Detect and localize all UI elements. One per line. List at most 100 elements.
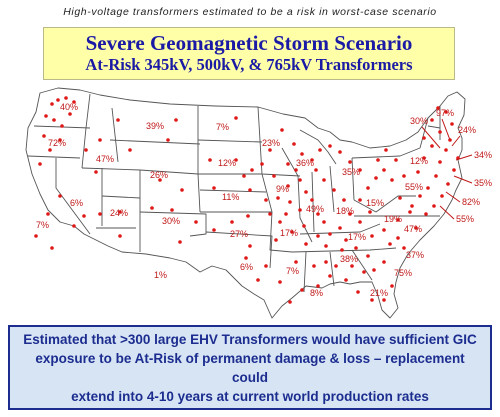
transformer-dot bbox=[300, 152, 304, 156]
transformer-dot bbox=[334, 264, 338, 268]
transformer-dot bbox=[422, 136, 426, 140]
label-co: 30% bbox=[162, 216, 180, 226]
label-ok: 6% bbox=[240, 262, 253, 272]
transformer-dot bbox=[286, 184, 290, 188]
transformer-dot bbox=[316, 284, 320, 288]
transformer-dot bbox=[46, 212, 50, 216]
transformer-dot bbox=[426, 186, 430, 190]
transformer-dot bbox=[328, 232, 332, 236]
id-border bbox=[81, 93, 91, 169]
transformer-dot bbox=[276, 196, 280, 200]
label-wi: 36% bbox=[296, 158, 314, 168]
wv-va-border bbox=[353, 195, 416, 213]
transformer-dot bbox=[290, 230, 294, 234]
transformer-dot bbox=[280, 128, 284, 132]
transformer-dot bbox=[358, 168, 362, 172]
transformer-dot bbox=[98, 212, 102, 216]
transformer-dot bbox=[328, 144, 332, 148]
label-ut: 24% bbox=[110, 208, 128, 218]
map-caption: High-voltage transformers estimated to b… bbox=[63, 6, 437, 18]
transformer-dot bbox=[166, 138, 170, 142]
label-me: 97% bbox=[436, 108, 454, 118]
label-sd: 12% bbox=[218, 158, 236, 168]
transformer-dot bbox=[294, 260, 298, 264]
label-leader-line bbox=[441, 118, 451, 141]
transformer-dot bbox=[180, 188, 184, 192]
transformer-dot bbox=[260, 162, 264, 166]
ut-az-border bbox=[101, 195, 141, 199]
transformer-dot bbox=[444, 110, 448, 114]
transformer-dot bbox=[438, 130, 442, 134]
label-id: 47% bbox=[96, 154, 114, 164]
transformer-dot bbox=[94, 170, 98, 174]
nd-sd-border bbox=[197, 139, 263, 143]
transformer-dot bbox=[376, 158, 380, 162]
transformer-dot bbox=[358, 198, 362, 202]
label-leaders bbox=[421, 118, 473, 220]
us-outline bbox=[25, 87, 466, 319]
transformer-dot bbox=[72, 100, 76, 104]
transformer-dot bbox=[324, 244, 328, 248]
ms-al-border bbox=[303, 251, 307, 293]
transformer-dot bbox=[416, 170, 420, 174]
transformer-dot bbox=[382, 260, 386, 264]
label-fl: 21% bbox=[370, 288, 388, 298]
mt-wy-border bbox=[109, 139, 201, 145]
transformer-dot bbox=[348, 212, 352, 216]
wy-co-border bbox=[139, 169, 199, 175]
transformer-dot bbox=[246, 214, 250, 218]
mi-border bbox=[299, 129, 337, 165]
transformer-dot bbox=[248, 188, 252, 192]
transformer-dot bbox=[414, 226, 418, 230]
transformer-dot bbox=[388, 242, 392, 246]
transformer-dot bbox=[234, 158, 238, 162]
label-tn: 17% bbox=[348, 232, 366, 242]
label-or: 72% bbox=[48, 138, 66, 148]
transformer-dot bbox=[158, 178, 162, 182]
transformer-dot bbox=[272, 174, 276, 178]
transformer-dot bbox=[288, 200, 292, 204]
transformer-dot bbox=[170, 208, 174, 212]
transformer-dot bbox=[248, 244, 252, 248]
transformer-dot bbox=[264, 198, 268, 202]
label-leader-line bbox=[451, 135, 461, 147]
transformer-dot bbox=[38, 162, 42, 166]
label-leader-line bbox=[421, 126, 441, 149]
label-nc: 47% bbox=[404, 224, 422, 234]
transformer-dot bbox=[390, 284, 394, 288]
transformer-dot bbox=[318, 148, 322, 152]
transformer-dot bbox=[328, 274, 332, 278]
transformer-dot bbox=[58, 194, 62, 198]
transformer-dot bbox=[340, 248, 344, 252]
transformer-dot bbox=[60, 124, 64, 128]
transformer-dot bbox=[396, 218, 400, 222]
transformer-dot bbox=[242, 174, 246, 178]
nm-tx-border bbox=[139, 211, 207, 237]
label-nm: 1% bbox=[154, 270, 167, 280]
transformer-dot bbox=[354, 246, 358, 250]
label-leader-line bbox=[455, 154, 473, 161]
transformer-dot bbox=[390, 178, 394, 182]
transformer-dot bbox=[342, 198, 346, 202]
transformer-dot bbox=[382, 168, 386, 172]
transformer-dot bbox=[304, 190, 308, 194]
transformer-dot bbox=[370, 298, 374, 302]
transformer-dots bbox=[34, 96, 460, 304]
transformer-dot bbox=[292, 142, 296, 146]
map-title: Severe Geomagnetic Storm Scenario bbox=[85, 31, 413, 55]
transformer-dot bbox=[396, 236, 400, 240]
ia-mo-border bbox=[261, 173, 293, 253]
label-leader-line bbox=[453, 175, 473, 184]
ca-nv-border bbox=[55, 158, 91, 235]
transformer-dot bbox=[344, 278, 348, 282]
label-vt: 30% bbox=[410, 116, 428, 126]
transformer-dot bbox=[42, 134, 46, 138]
label-ca: 7% bbox=[36, 220, 49, 230]
transformer-dot bbox=[286, 162, 290, 166]
transformer-dot bbox=[300, 288, 304, 292]
transformer-dot bbox=[374, 176, 378, 180]
transformer-dot bbox=[398, 196, 402, 200]
transformer-dot bbox=[50, 102, 54, 106]
transformer-dot bbox=[310, 198, 314, 202]
ga-sc-border bbox=[351, 249, 373, 281]
